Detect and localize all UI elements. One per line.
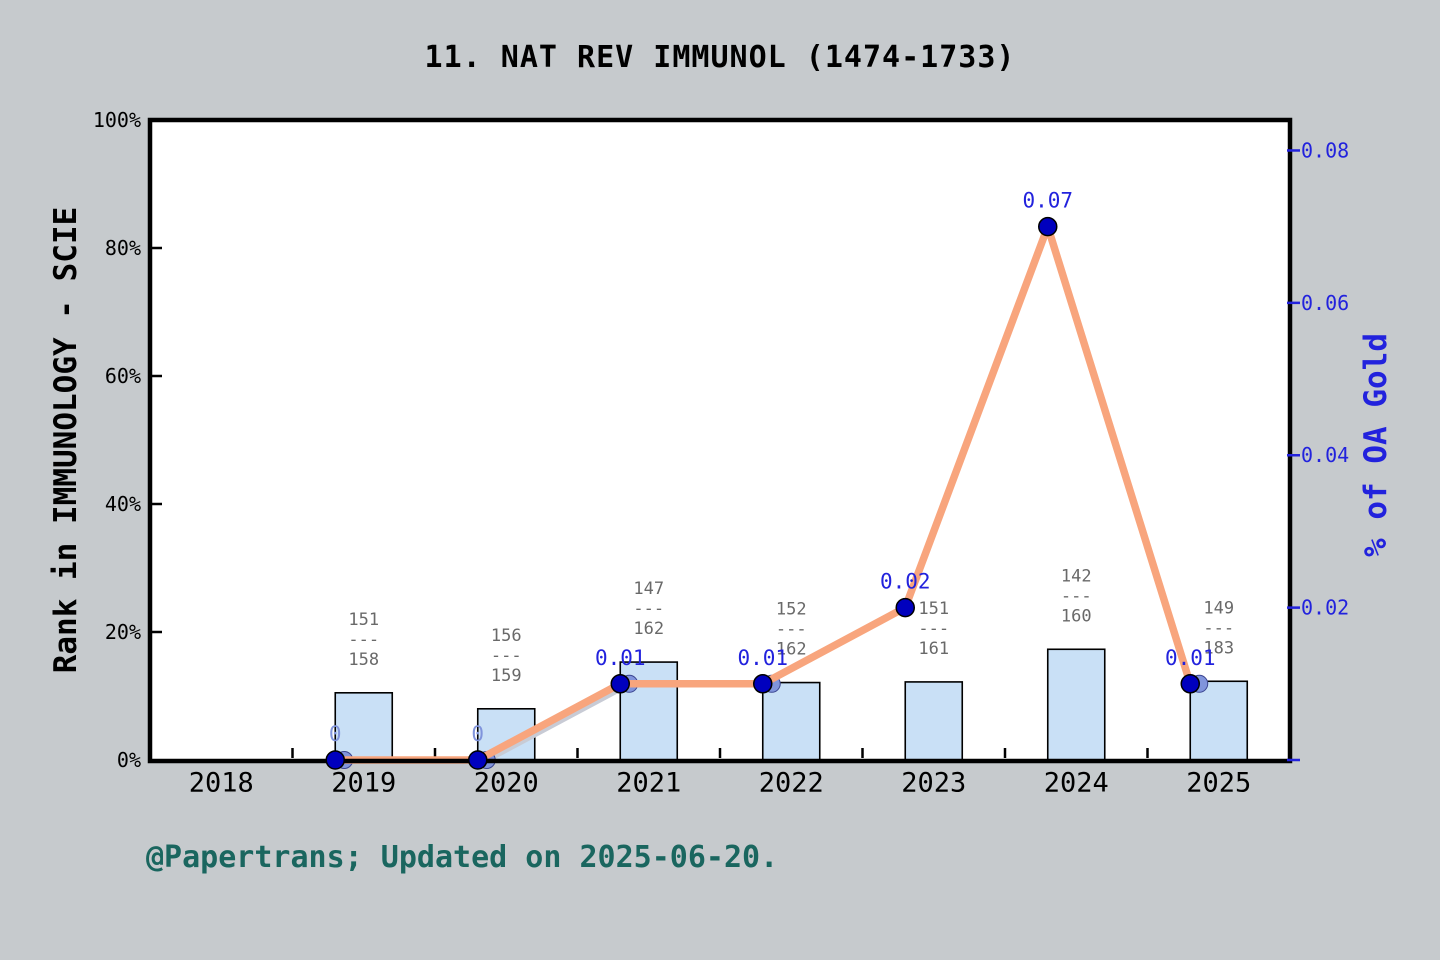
x-axis-label-2019: 2019 [331,768,396,799]
oa-marker-2019 [325,750,345,770]
value-label-2020: 0 [471,722,484,746]
fraction-label-2022-denominator: 162 [776,640,807,660]
left-axis-tick-label: 40% [105,492,141,516]
fraction-label-2023-numerator: 151 [918,599,949,619]
fraction-label-2020-dash: --- [491,646,522,666]
left-axis-title: Rank in IMMUNOLOGY - SCIE [48,206,84,674]
right-axis-tick-label: 0.06 [1301,291,1349,315]
value-label-2021: 0.01 [595,646,646,670]
bar-2025 [1189,680,1249,763]
value-label-2022: 0.01 [737,646,788,670]
bar-2024 [1046,648,1106,763]
bar-2019 [334,691,394,763]
value-label-2023: 0.02 [880,570,931,594]
right-axis-title: % of OA Gold [1358,333,1394,557]
fraction-label-2022-dash: --- [776,620,807,640]
bar-2023 [904,681,964,763]
fraction-label-2021-dash: --- [633,599,664,619]
value-label-2024: 0.07 [1022,189,1073,213]
fraction-label-2023-dash: --- [918,619,949,639]
fraction-label-2019-dash: --- [348,630,379,650]
fraction-label-2021-numerator: 147 [633,579,664,599]
right-axis-tick-label: 0.04 [1301,443,1349,467]
bar-2022 [761,681,821,763]
fraction-label-2024-dash: --- [1061,586,1092,606]
oa-marker-2022 [753,674,773,694]
x-axis-label-2022: 2022 [759,768,824,799]
oa-marker-2023 [895,597,915,618]
x-axis-label-2020: 2020 [474,768,539,799]
fraction-label-2025-dash: --- [1203,618,1234,638]
x-axis-label-2018: 2018 [189,768,254,799]
oa-marker-2025 [1180,674,1200,694]
x-axis-label-2021: 2021 [616,768,681,799]
fraction-label-2021-denominator: 162 [633,619,664,639]
x-axis-label-2024: 2024 [1044,768,1109,799]
fraction-label-2022-numerator: 152 [776,600,807,620]
left-axis-tick-label: 0% [117,748,141,772]
value-label-2025: 0.01 [1165,646,1216,670]
fraction-label-2025-numerator: 149 [1203,598,1234,618]
x-axis-label-2023: 2023 [901,768,966,799]
oa-marker-2020 [468,750,488,770]
left-axis-tick-label: 60% [105,364,141,388]
left-axis-tick-label: 80% [105,236,141,260]
right-axis-tick-label: 0.08 [1301,138,1349,162]
x-axis-label-2025: 2025 [1186,768,1251,799]
right-axis-tick-label: 0.02 [1301,596,1349,620]
left-axis-tick-label: 20% [105,620,141,644]
fraction-label-2019-denominator: 158 [348,650,379,670]
fraction-label-2024-numerator: 142 [1061,566,1092,586]
plot-frame [147,117,1293,764]
chart-title: 11. NAT REV IMMUNOL (1474-1733) [424,40,1016,75]
fraction-label-2025-denominator: 183 [1203,638,1234,658]
left-axis-tick-label: 100% [93,108,141,132]
plot-area [150,120,1290,760]
fraction-label-2020-denominator: 159 [491,666,522,686]
fraction-label-2024-denominator: 160 [1061,606,1092,626]
oa-marker-2024 [1038,216,1058,237]
fraction-label-2023-denominator: 161 [918,639,949,659]
fraction-label-2020-numerator: 156 [491,626,522,646]
oa-marker-2021 [610,674,630,694]
value-label-2019: 0 [329,722,342,746]
watermark-text: @Papertrans; Updated on 2025-06-20. [146,840,779,875]
fraction-label-2019-numerator: 151 [348,610,379,630]
